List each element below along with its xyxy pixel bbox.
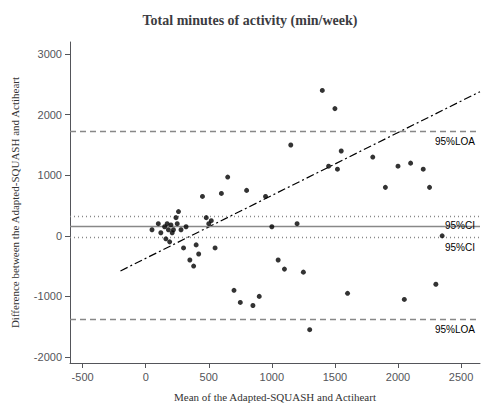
svg-text:0: 0 (143, 371, 149, 383)
svg-text:95%CI: 95%CI (445, 242, 475, 253)
svg-text:1500: 1500 (323, 371, 347, 383)
svg-text:-2000: -2000 (34, 351, 62, 363)
svg-text:-1000: -1000 (34, 290, 62, 302)
svg-text:Difference between the Adapted: Difference between the Adapted-SQUASH an… (9, 77, 21, 328)
svg-text:3000: 3000 (38, 48, 62, 60)
svg-text:2500: 2500 (449, 371, 473, 383)
svg-text:2000: 2000 (386, 371, 410, 383)
svg-text:0: 0 (56, 230, 62, 242)
svg-text:95%LOA: 95%LOA (435, 324, 475, 335)
svg-text:Mean of the Adapted-SQUASH and: Mean of the Adapted-SQUASH and Actiheart (174, 391, 376, 403)
svg-text:1000: 1000 (38, 169, 62, 181)
svg-text:Total minutes of activity (min: Total minutes of activity (min/week) (143, 13, 358, 29)
svg-text:1000: 1000 (260, 371, 284, 383)
svg-text:95%LOA: 95%LOA (435, 136, 475, 147)
svg-text:-500: -500 (72, 371, 94, 383)
svg-text:500: 500 (200, 371, 218, 383)
svg-text:2000: 2000 (38, 109, 62, 121)
svg-text:95%CI: 95%CI (445, 220, 475, 231)
